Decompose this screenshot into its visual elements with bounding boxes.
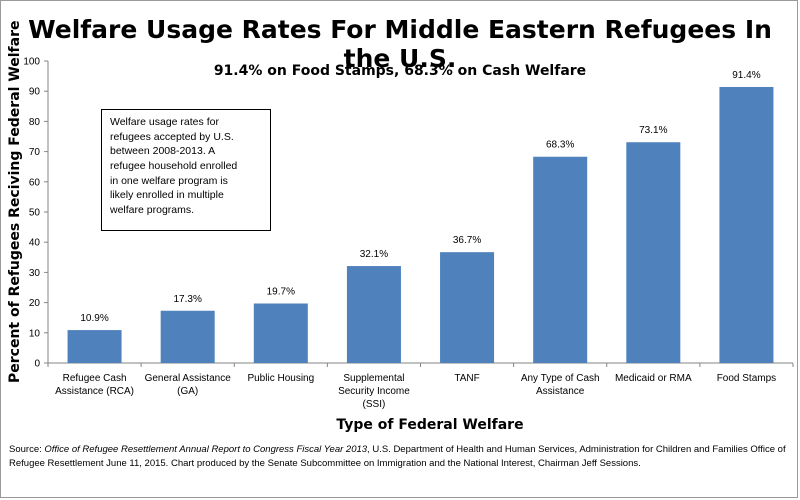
y-tick-label: 60 (29, 177, 41, 188)
bar (253, 303, 308, 363)
y-tick-label: 40 (29, 238, 41, 249)
category-label-line: Refugee Cash (63, 373, 127, 384)
annotation-line: welfare programs. (110, 204, 195, 217)
category-label-line: Medicaid or RMA (615, 373, 692, 384)
category-label: Food Stamps (717, 373, 776, 384)
bar (440, 252, 495, 363)
category-label-line: (GA) (177, 386, 198, 397)
category-label: Public Housing (247, 373, 314, 384)
category-label: Supplemental Security Income (SSI) (338, 373, 410, 410)
category-label-line: (SSI) (363, 399, 386, 410)
bar (533, 156, 588, 363)
chart-subtitle: 91.4% on Food Stamps, 68.3% on Cash Welf… (213, 63, 587, 79)
y-tick-label: 80 (29, 117, 41, 128)
category-label-line: Food Stamps (717, 373, 776, 384)
y-tick-label: 100 (23, 57, 40, 68)
y-tick-label: 50 (29, 208, 41, 219)
y-tick-label: 20 (29, 298, 41, 309)
annotation-line: between 2008-2013. A (110, 145, 216, 158)
data-label: 91.4% (732, 70, 760, 81)
bar (160, 310, 215, 363)
bar (626, 142, 681, 363)
data-label: 17.3% (174, 294, 202, 305)
chart-bars (67, 86, 774, 364)
chart-labels: 10.9% Refugee Cash Assistance (RCA) 17.3% Ge… (55, 70, 776, 410)
y-tick-label: 90 (29, 87, 41, 98)
annotation-line: refugee household enrolled (110, 160, 238, 173)
data-label: 73.1% (639, 125, 667, 136)
source-prefix: Source: (9, 444, 45, 455)
category-label-line: Public Housing (247, 373, 314, 384)
x-axis-label: Type of Federal Welfare (336, 417, 524, 433)
category-label: Refugee Cash Assistance (RCA) (55, 373, 134, 397)
bar (67, 330, 122, 363)
bar-chart-plot: 0 10 20 30 40 50 60 70 80 90 100 10.9% Refugee Cash… (23, 57, 794, 410)
data-label: 68.3% (546, 140, 574, 151)
category-label: TANF (454, 373, 479, 384)
category-label-line: Assistance (RCA) (55, 386, 134, 397)
category-label-line: General Assistance (145, 373, 232, 384)
source-details: , U.S. Department of Health and Human Se… (9, 444, 786, 469)
category-label: General Assistance (GA) (145, 373, 232, 397)
category-label-line: Supplemental (343, 373, 404, 384)
category-label: Any Type of Cash Assistance (521, 373, 600, 397)
source-note: Source: Office of Refugee Resettlement A… (9, 443, 793, 471)
source-report-title: Office of Refugee Resettlement Annual Re… (44, 444, 368, 455)
category-label-line: Assistance (536, 386, 585, 397)
annotation-line: in one welfare program is (110, 174, 228, 187)
annotation-line: refugees accepted by U.S. (110, 130, 234, 143)
category-label-line: TANF (454, 373, 479, 384)
bar (719, 86, 774, 364)
y-tick-label: 0 (34, 359, 40, 370)
data-label: 32.1% (360, 249, 388, 260)
bar (346, 266, 401, 363)
data-label: 36.7% (453, 235, 481, 246)
annotation-box: Welfare usage rates for refugees accepte… (101, 109, 271, 231)
category-label-line: Any Type of Cash (521, 373, 600, 384)
y-tick-label: 70 (29, 147, 41, 158)
y-tick-label: 10 (29, 328, 41, 339)
y-tick-label: 30 (29, 268, 41, 279)
category-label-line: Security Income (338, 386, 410, 397)
annotation-line: Welfare usage rates for (110, 116, 219, 128)
category-label: Medicaid or RMA (615, 373, 692, 384)
data-label: 19.7% (267, 287, 295, 298)
annotation-line: likely enrolled in multiple (110, 189, 224, 202)
chart-title: Welfare Usage Rates For Middle Eastern R… (28, 15, 772, 73)
data-label: 10.9% (80, 313, 108, 324)
